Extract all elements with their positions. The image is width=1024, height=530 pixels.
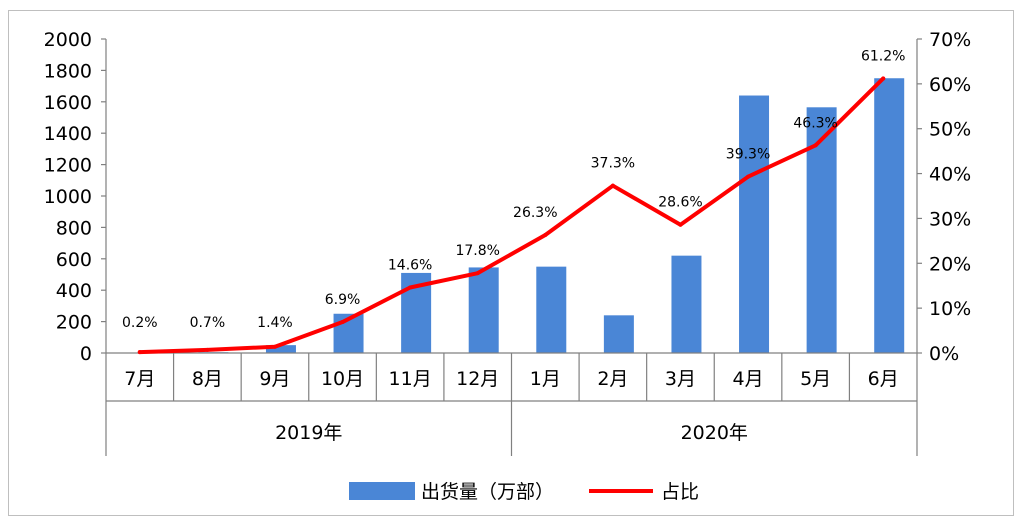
left-tick-label: 1600 <box>44 92 92 114</box>
left-tick-label: 1400 <box>44 123 92 145</box>
line-data-label: 6.9% <box>325 292 361 308</box>
category-label: 2月 <box>597 368 628 390</box>
line-series <box>137 76 886 355</box>
left-tick-label: 1200 <box>44 155 92 177</box>
category-label: 3月 <box>665 368 696 390</box>
right-tick-label: 10% <box>929 298 971 320</box>
category-label: 9月 <box>259 368 290 390</box>
line-data-label: 28.6% <box>658 195 702 211</box>
group-label: 2019年 <box>275 422 342 444</box>
right-tick-label: 50% <box>929 119 971 141</box>
left-tick-label: 600 <box>56 249 92 271</box>
line-point <box>746 174 751 179</box>
line-data-label: 26.3% <box>513 205 557 221</box>
left-axis-ticks: 0 200 400 600 800 1000 1200 1400 1600 1800 2000 <box>44 29 106 365</box>
line-data-label: 1.4% <box>257 315 293 331</box>
right-tick-label: 40% <box>929 164 971 186</box>
bar <box>739 95 770 354</box>
right-tick-label: 20% <box>929 253 971 275</box>
line-data-labels: 0.2% 0.7% 1.4% 6.9% 14.6% 17.8% 26.3% 37.3% 28.6… <box>122 48 905 331</box>
share-line <box>137 76 886 355</box>
right-axis-ticks: 0% 10% 20% 30% 40% 50% 60% 70% <box>917 29 971 365</box>
bar <box>603 315 634 353</box>
legend-bar-swatch <box>349 482 415 500</box>
line-point <box>678 222 683 227</box>
category-label: 5月 <box>800 368 831 390</box>
right-tick-label: 70% <box>929 29 971 51</box>
left-tick-label: 200 <box>56 312 92 334</box>
bar <box>874 78 905 353</box>
left-tick-label: 1000 <box>44 186 92 208</box>
category-labels: 7月 8月 9月 10月 11月 12月 1月 2月 3月 4月 5月 6月 2019年 2020年 <box>124 368 899 444</box>
line-data-label: 14.6% <box>388 258 432 274</box>
category-label: 6月 <box>868 368 899 390</box>
group-label: 2020年 <box>681 422 748 444</box>
bar <box>536 266 567 353</box>
line-point <box>408 285 413 290</box>
legend-line-label: 占比 <box>661 481 699 503</box>
left-tick-label: 2000 <box>44 29 92 51</box>
category-label: 1月 <box>530 368 561 390</box>
category-label: 8月 <box>192 368 223 390</box>
line-data-label: 39.3% <box>726 147 770 163</box>
combo-chart: 0 200 400 600 800 1000 1200 1400 1600 1800 2000 0%… <box>44 29 972 503</box>
category-label: 11月 <box>389 368 432 390</box>
line-data-label: 61.2% <box>861 48 905 64</box>
right-tick-label: 60% <box>929 74 971 96</box>
left-tick-label: 0 <box>80 343 92 365</box>
axes <box>105 39 918 456</box>
bar <box>671 255 702 353</box>
line-point <box>881 76 886 81</box>
line-point <box>205 347 210 352</box>
line-data-label: 46.3% <box>793 115 837 131</box>
category-label: 4月 <box>732 368 763 390</box>
legend-bar-label: 出货量（万部） <box>421 481 554 503</box>
category-label: 10月 <box>321 368 364 390</box>
bar <box>265 345 296 353</box>
left-tick-label: 1800 <box>44 60 92 82</box>
bar <box>468 267 499 353</box>
bar <box>806 107 837 353</box>
line-data-label: 0.2% <box>122 315 158 331</box>
chart-frame: 0 200 400 600 800 1000 1200 1400 1600 1800 2000 0%… <box>8 10 1014 516</box>
line-point <box>475 271 480 276</box>
right-tick-label: 0% <box>929 343 959 365</box>
line-point <box>137 350 142 355</box>
right-tick-label: 30% <box>929 208 971 230</box>
line-point <box>813 143 818 148</box>
left-tick-label: 800 <box>56 217 92 239</box>
legend: 出货量（万部） 占比 <box>349 481 699 503</box>
line-data-label: 37.3% <box>591 156 635 172</box>
line-data-label: 17.8% <box>455 243 499 259</box>
category-label: 7月 <box>124 368 155 390</box>
line-data-label: 0.7% <box>190 315 226 331</box>
line-point <box>610 183 615 188</box>
line-point <box>543 233 548 238</box>
category-label: 12月 <box>456 368 499 390</box>
line-point <box>272 344 277 349</box>
line-point <box>340 320 345 325</box>
left-tick-label: 400 <box>56 280 92 302</box>
